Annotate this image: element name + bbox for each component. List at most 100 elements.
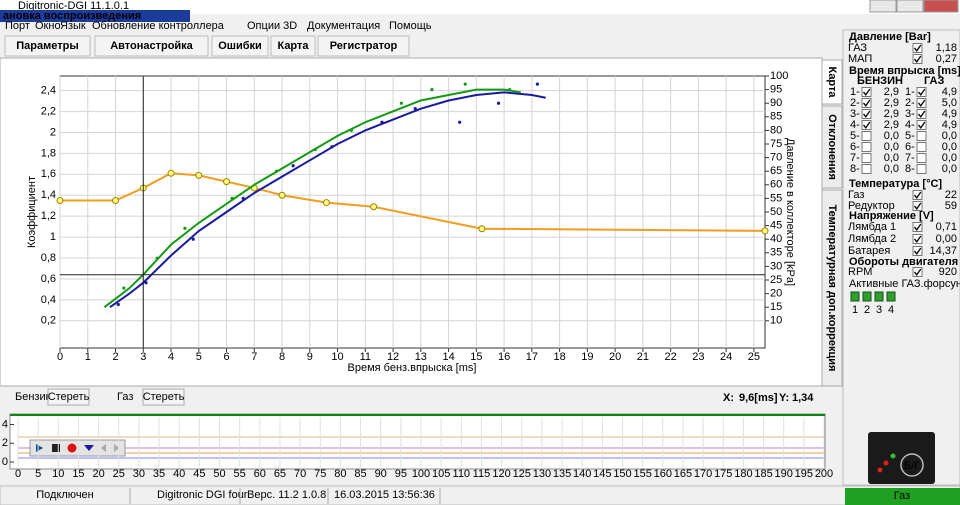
checkbox[interactable] [912,246,923,256]
checkbox[interactable] [916,131,927,141]
group-title: Время впрыска [ms] [849,65,960,77]
tab[interactable] [211,35,269,57]
row-label: Редуктор [848,200,895,212]
checkbox[interactable] [861,164,872,174]
tab-label[interactable]: Регистратор [330,40,398,52]
checkbox[interactable] [916,120,927,130]
menu-item[interactable]: Язык [60,20,86,32]
checkbox[interactable] [916,142,927,152]
x-tick-label: 3 [140,351,146,363]
side-tab-label[interactable]: Отклонения [826,114,838,180]
menu-item[interactable]: Порт [5,20,30,32]
x-tick-label: 10 [331,351,343,363]
stop-button[interactable] [52,444,60,452]
series-marker [56,196,64,204]
checkbox[interactable] [861,142,872,152]
cylinder-number: 7- [905,152,915,164]
checkbox[interactable] [916,164,927,174]
petrol-time: 2,9 [884,86,899,98]
checkbox[interactable] [912,190,923,200]
record-button[interactable] [67,443,77,453]
checkbox[interactable] [912,234,923,244]
down-button[interactable] [84,445,94,451]
maximize-button[interactable] [896,0,924,13]
x-tick-label: 22 [665,351,677,363]
side-tab-label[interactable]: Температурная доп.коррекция [826,205,838,372]
checkbox[interactable] [916,109,927,119]
checkbox[interactable] [912,43,923,53]
data-point [413,107,417,111]
tab[interactable] [4,35,91,57]
row-label: Газ [848,189,864,201]
checkbox[interactable] [916,87,927,97]
x-tick-label: 13 [415,351,427,363]
y2-tick-label: 20 [770,288,782,300]
menu-item[interactable]: Обновление контроллера [92,20,225,32]
mini-x-tick-label: 165 [674,468,692,480]
y-tick-label: 0,2 [41,315,56,327]
checkbox[interactable] [861,153,872,163]
clear-button-label[interactable]: Стереть [143,391,185,403]
series-marker [370,203,378,211]
checkbox[interactable] [916,153,927,163]
tab[interactable] [94,35,209,57]
checkbox[interactable] [912,54,923,64]
mini-x-tick-label: 40 [173,468,185,480]
tab[interactable] [270,35,316,57]
menu-item[interactable]: Опции 3D [247,20,297,32]
data-point [380,120,384,124]
side-tab-label[interactable]: Карта [826,66,838,98]
data-point [535,82,540,86]
back-button[interactable] [101,444,106,452]
checkbox[interactable] [912,222,923,232]
y2-tick-label: 65 [770,165,782,177]
data-point [458,120,462,124]
mini-x-tick-label: 0 [15,468,21,480]
checkbox[interactable] [861,131,872,141]
side-tab[interactable] [821,59,843,105]
x-tick-label: 12 [387,351,399,363]
gas-time: 0,0 [942,141,957,153]
check-mark [913,55,922,63]
side-tab[interactable] [821,189,843,387]
forward-button[interactable] [114,444,119,452]
tab[interactable] [317,35,410,57]
checkbox[interactable] [861,87,872,97]
clear-button[interactable] [142,388,185,406]
menu-item[interactable]: Окно [35,20,61,32]
x-tick-label: 21 [637,351,649,363]
menu-item[interactable]: Помощь [389,20,432,32]
clear-button-label[interactable]: Стереть [48,391,90,403]
y-tick-label: 2,4 [41,85,56,97]
tab-label[interactable]: Автонастройка [110,40,193,52]
y2-tick-label: 30 [770,260,782,272]
checkbox[interactable] [912,201,923,211]
checkbox[interactable] [916,98,927,108]
checkbox[interactable] [861,109,872,119]
mini-x-tick-label: 65 [274,468,286,480]
side-tab[interactable] [821,105,843,189]
tab-label[interactable]: Параметры [16,40,78,52]
x-tick-label: 9 [307,351,313,363]
x-tick-label: 15 [470,351,482,363]
checkbox[interactable] [861,120,872,130]
x-tick-label: 23 [692,351,704,363]
y2-tick-label: 45 [770,220,782,232]
mini-x-tick-label: 85 [354,468,366,480]
checkbox[interactable] [861,98,872,108]
tab-label[interactable]: Ошибки [218,40,262,52]
check-mark [917,88,926,96]
checkbox[interactable] [912,267,923,277]
mini-x-tick-label: 110 [453,468,471,480]
minimize-button[interactable] [869,0,897,13]
close-button[interactable] [923,0,959,13]
tab-label[interactable]: Карта [277,40,309,52]
x-tick-label: 18 [553,351,565,363]
row-label: ГАЗ [848,42,867,54]
menu-item[interactable]: Документация [307,20,380,32]
y2-tick-label: 55 [770,192,782,204]
y2-tick-label: 95 [770,84,782,96]
y-axis-label: Коэффициент [26,176,38,248]
clear-button[interactable] [47,388,90,406]
data-point [122,286,126,290]
